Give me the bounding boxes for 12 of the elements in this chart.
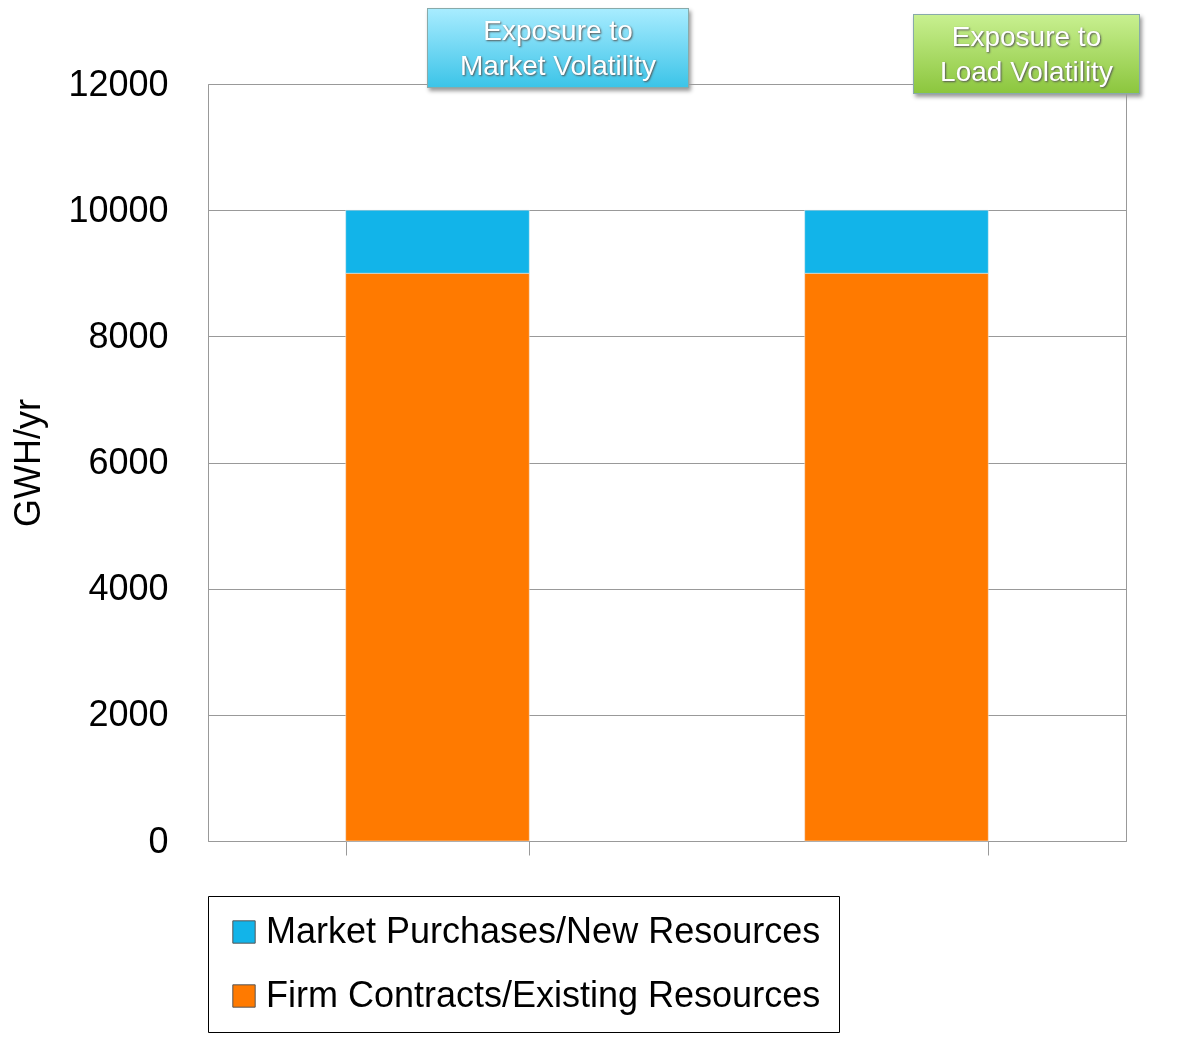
y-tick-label: 12000 [68,62,169,104]
y-tick-label: 4000 [88,567,169,609]
legend-label: Market Purchases/New Resources [266,910,821,951]
y-tick-label: 8000 [88,314,169,356]
y-tick-label: 2000 [88,693,169,735]
y-tick-label: 10000 [68,188,169,230]
callout-box: Exposure to Load Volatility [913,14,1140,94]
callout-box: Exposure to Market Volatility [427,8,689,88]
y-tick-label: 0 [148,819,169,861]
y-tick-label: 6000 [88,441,169,482]
legend-label: Firm Contracts/Existing Resources [266,974,821,1015]
y-axis-title: GWH/yr [7,399,49,527]
